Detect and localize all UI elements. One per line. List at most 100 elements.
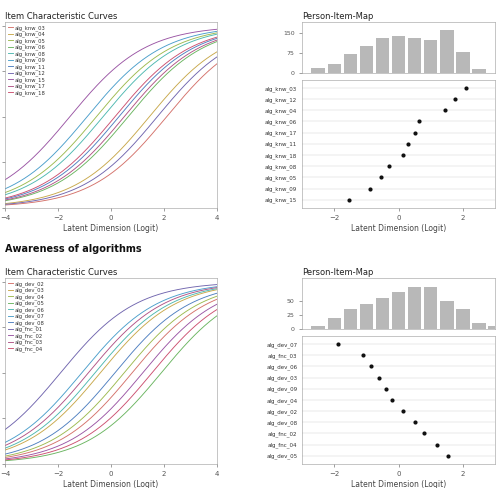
alg_fnc_01 [176, 286, 182, 292]
alg_dev_02 [176, 320, 182, 326]
Line: alg_knw_18: alg_knw_18 [5, 37, 217, 198]
alg_knw_08 [117, 94, 123, 100]
alg_knw_17 [214, 37, 220, 43]
alg_knw_15 [128, 53, 134, 59]
alg_knw_12 [176, 89, 182, 95]
alg_dev_08 [102, 381, 108, 386]
Bar [472, 324, 486, 329]
alg_dev_07 [214, 284, 220, 289]
alg_knw_08 [209, 32, 215, 38]
alg_dev_04 [209, 295, 215, 301]
Bar [328, 63, 341, 73]
alg_fnc_03 [128, 323, 134, 329]
Line: alg_knw_15: alg_knw_15 [5, 29, 217, 180]
alg_dev_03 [128, 335, 134, 341]
alg_knw_06 [2, 198, 8, 203]
alg_fnc_02 [214, 301, 220, 307]
alg_knw_12 [214, 54, 220, 60]
alg_knw_08 [214, 31, 220, 37]
Point [400, 151, 407, 159]
alg_dev_06 [214, 286, 220, 292]
alg_knw_12 [117, 156, 123, 162]
alg_knw_18 [214, 34, 220, 40]
alg_fnc_02 [209, 304, 215, 310]
alg_fnc_04 [209, 310, 215, 316]
Line: alg_fnc_01: alg_fnc_01 [5, 285, 217, 429]
alg_dev_07 [128, 318, 134, 324]
Line: alg_fnc_02: alg_fnc_02 [5, 304, 217, 459]
alg_knw_09 [104, 90, 110, 96]
Bar [392, 36, 406, 73]
Bar [488, 326, 500, 329]
alg_knw_12 [2, 202, 8, 207]
alg_dev_02 [117, 385, 123, 390]
alg_knw_09 [209, 29, 215, 35]
alg_knw_06 [128, 110, 134, 116]
alg_knw_18 [209, 36, 215, 41]
Point [388, 396, 396, 404]
alg_dev_04 [176, 314, 182, 320]
alg_fnc_02 [117, 397, 123, 403]
alg_knw_03 [117, 164, 123, 170]
alg_knw_15 [104, 72, 110, 78]
Bar [456, 309, 469, 329]
alg_dev_06 [104, 356, 110, 362]
alg_knw_06 [117, 124, 123, 130]
Bar [440, 301, 454, 329]
alg_knw_03 [214, 61, 220, 66]
alg_knw_04 [128, 135, 134, 141]
alg_dev_05 [214, 313, 220, 319]
alg_knw_11 [128, 99, 134, 105]
Point [366, 184, 374, 192]
Text: Awareness of algorithms: Awareness of algorithms [5, 244, 141, 254]
X-axis label: Latent Dimension (Logit): Latent Dimension (Logit) [64, 480, 158, 488]
Point [444, 452, 452, 460]
Bar [360, 46, 373, 73]
alg_fnc_01 [128, 303, 134, 309]
alg_knw_05 [128, 75, 134, 81]
alg_dev_02 [128, 371, 134, 377]
alg_knw_18 [102, 125, 108, 131]
alg_dev_04 [128, 362, 134, 367]
Point [382, 385, 390, 393]
alg_dev_04 [117, 375, 123, 381]
Bar [376, 298, 390, 329]
alg_knw_03 [209, 65, 215, 71]
alg_dev_08 [117, 364, 123, 370]
alg_knw_08 [176, 44, 182, 50]
Bar [456, 52, 469, 73]
Point [441, 106, 449, 114]
alg_fnc_02 [104, 410, 110, 416]
Text: Item Characteristic Curves: Item Characteristic Curves [5, 268, 117, 277]
alg_fnc_04 [117, 407, 123, 412]
alg_knw_17 [2, 197, 8, 203]
Line: alg_dev_04: alg_dev_04 [5, 296, 217, 456]
alg_knw_03 [102, 174, 108, 180]
Text: Person-Item-Map: Person-Item-Map [302, 12, 374, 21]
alg_dev_03 [102, 364, 108, 369]
Point [345, 196, 353, 203]
alg_knw_06 [214, 39, 220, 44]
alg_fnc_02 [102, 411, 108, 417]
alg_fnc_03 [117, 334, 123, 340]
Point [433, 441, 441, 448]
alg_knw_12 [104, 166, 110, 172]
alg_knw_18 [2, 195, 8, 201]
Bar [392, 292, 406, 329]
alg_knw_03 [176, 99, 182, 105]
alg_dev_05 [128, 404, 134, 410]
alg_knw_09 [2, 186, 8, 192]
Bar [360, 304, 373, 329]
alg_knw_05 [117, 86, 123, 92]
Line: alg_dev_05: alg_dev_05 [5, 316, 217, 461]
alg_dev_04 [102, 391, 108, 397]
alg_knw_08 [2, 192, 8, 198]
alg_fnc_01 [2, 427, 8, 432]
Legend: alg_dev_02, alg_dev_03, alg_dev_04, alg_dev_05, alg_dev_06, alg_dev_07, alg_dev_: alg_dev_02, alg_dev_03, alg_dev_04, alg_… [8, 281, 46, 352]
alg_dev_08 [209, 292, 215, 298]
alg_knw_18 [128, 95, 134, 101]
Point [410, 129, 418, 137]
alg_dev_02 [2, 454, 8, 460]
alg_dev_07 [209, 285, 215, 290]
X-axis label: Latent Dimension (Logit): Latent Dimension (Logit) [64, 224, 158, 233]
